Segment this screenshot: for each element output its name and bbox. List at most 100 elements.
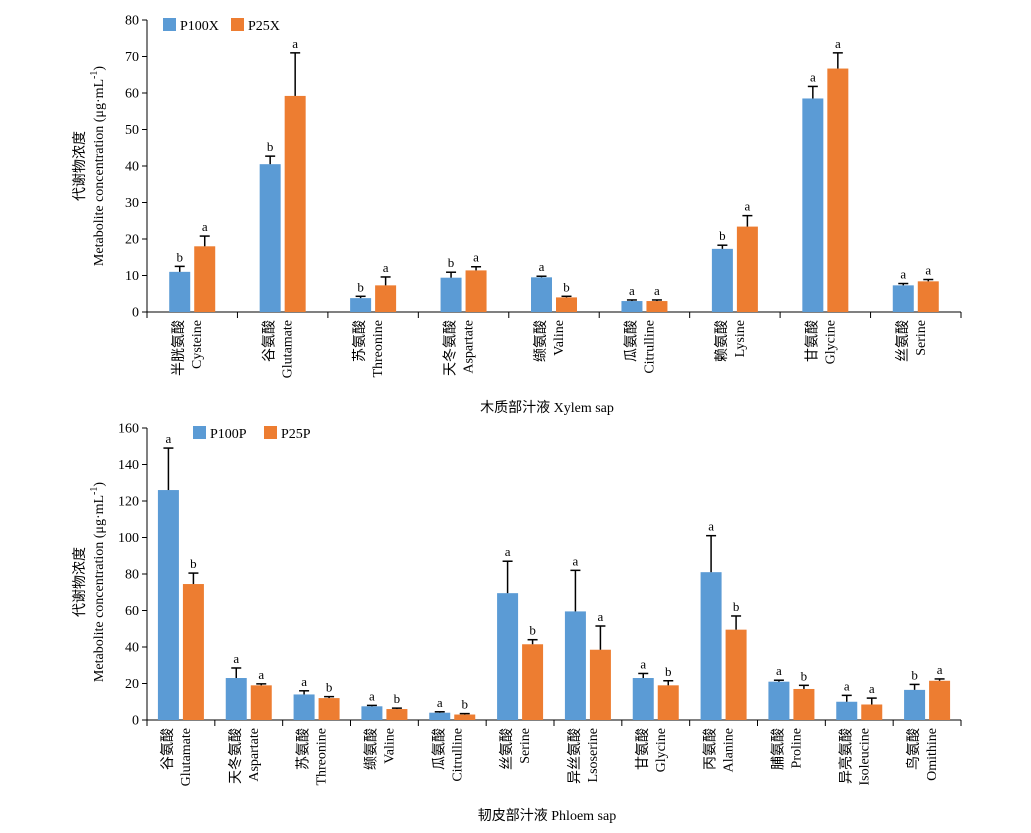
significance-letter: a — [744, 199, 750, 214]
bar-P25P — [250, 685, 272, 720]
significance-letter: a — [900, 267, 906, 282]
y-tick-label: 60 — [125, 604, 139, 619]
bar-P25P — [182, 584, 204, 720]
bar-P100X — [350, 298, 372, 312]
legend-swatch-P100X — [163, 18, 176, 31]
category-label-cn: 苏氨酸 — [296, 728, 312, 770]
bar-P100X — [892, 285, 914, 312]
significance-letter: b — [190, 556, 197, 571]
category-label-cn: 谷氨酸 — [160, 728, 176, 770]
y-axis-title-en: Metabolite concentration (μg·mL-1) — [89, 66, 107, 266]
category-label-en: Glycine — [823, 320, 838, 364]
legend-label-P100P: P100P — [210, 427, 247, 442]
significance-letter: b — [267, 139, 274, 154]
category-label-cn: 甘氨酸 — [635, 728, 651, 770]
significance-letter: b — [529, 623, 536, 638]
bar-P25X — [284, 95, 306, 312]
bar-P25P — [318, 698, 340, 720]
category-label-cn: 天冬氨酸 — [228, 728, 244, 784]
category-label-en: Serine — [518, 728, 533, 764]
significance-letter: a — [640, 656, 646, 671]
significance-letter: b — [733, 599, 740, 614]
y-tick-label: 50 — [125, 123, 139, 138]
bar-P100X — [259, 164, 281, 312]
significance-letter: a — [166, 431, 172, 446]
category-label-en: Alanine — [722, 728, 737, 772]
bar-P25P — [793, 688, 815, 720]
category-label-cn: 鸟氨酸 — [906, 728, 922, 770]
y-axis-title-cn: 代谢物浓度 — [72, 131, 88, 201]
bar-P25X — [646, 301, 668, 312]
category-label-en: Glutamate — [281, 320, 296, 378]
significance-letter: b — [357, 279, 364, 294]
bar-P25X — [827, 68, 849, 312]
bar-P25X — [736, 226, 758, 312]
y-tick-label: 10 — [125, 269, 139, 284]
bar-P25P — [386, 709, 408, 720]
legend-swatch-P25X — [231, 18, 244, 31]
significance-letter: a — [539, 259, 545, 274]
bar-P25P — [589, 649, 611, 720]
bar-P100X — [711, 248, 733, 312]
significance-letter: a — [233, 651, 239, 666]
category-label-en: Valine — [552, 320, 567, 356]
bar-P100P — [225, 678, 247, 720]
bar-P25X — [465, 270, 487, 312]
y-tick-label: 160 — [118, 422, 139, 437]
y-tick-label: 100 — [118, 531, 139, 546]
significance-letter: b — [563, 279, 570, 294]
category-label-en: Citrulline — [450, 728, 465, 782]
bar-P100P — [293, 694, 315, 720]
significance-letter: b — [665, 664, 672, 679]
category-label-cn: 甘氨酸 — [804, 320, 820, 362]
category-label-cn: 苏氨酸 — [352, 320, 368, 362]
y-tick-label: 20 — [125, 233, 139, 248]
bar-P100P — [836, 701, 858, 720]
x-axis-title: 韧皮部汁液 Phloem sap — [478, 808, 616, 824]
legend-label-P100X: P100X — [180, 19, 219, 34]
bar-P25P — [522, 644, 544, 720]
significance-letter: a — [383, 260, 389, 275]
category-label-en: Lsoserine — [586, 728, 601, 782]
category-label-en: Glutamate — [179, 728, 194, 786]
category-label-en: Citrulline — [642, 320, 657, 374]
bar-P100P — [429, 712, 451, 720]
significance-letter: a — [573, 553, 579, 568]
category-label-en: Threonine — [371, 320, 386, 378]
category-label-cn: 缬氨酸 — [533, 320, 549, 362]
category-label-en: Lysine — [733, 320, 748, 357]
category-label-en: Valine — [382, 728, 397, 764]
bar-P100P — [157, 490, 179, 720]
significance-letter: b — [448, 255, 455, 270]
category-label-en: Omithine — [925, 728, 940, 781]
y-tick-label: 70 — [125, 50, 139, 65]
chart-2: 0 20 40 60 80 100 120 140 160 a a a a a a a a a a a b b a b b b b a… — [72, 422, 962, 824]
category-label-cn: 半胱氨酸 — [171, 320, 187, 376]
bar-P25P — [861, 704, 883, 720]
legend-swatch-P100P — [193, 426, 206, 439]
bar-P100P — [564, 611, 586, 720]
y-tick-label: 140 — [118, 458, 139, 473]
significance-letter: a — [437, 695, 443, 710]
bar-P25P — [657, 685, 679, 720]
bar-P100P — [768, 681, 790, 720]
category-label-en: Proline — [789, 728, 804, 768]
significance-letter: b — [911, 667, 918, 682]
bar-P100X — [440, 277, 462, 312]
significance-letter: a — [202, 219, 208, 234]
bar-P100P — [632, 678, 654, 720]
bar-P25P — [929, 680, 951, 720]
y-tick-label: 20 — [125, 677, 139, 692]
category-label-cn: 天冬氨酸 — [443, 320, 459, 376]
y-tick-label: 120 — [118, 495, 139, 510]
bar-P25X — [194, 246, 216, 312]
significance-letter: a — [708, 519, 714, 534]
bar-P25X — [556, 297, 577, 312]
legend-label-P25P: P25P — [281, 427, 311, 442]
significance-letter: a — [292, 36, 298, 51]
category-label-cn: 谷氨酸 — [262, 320, 278, 362]
bar-P100X — [802, 98, 824, 312]
bar-P25P — [454, 714, 476, 720]
significance-letter: a — [258, 667, 264, 682]
